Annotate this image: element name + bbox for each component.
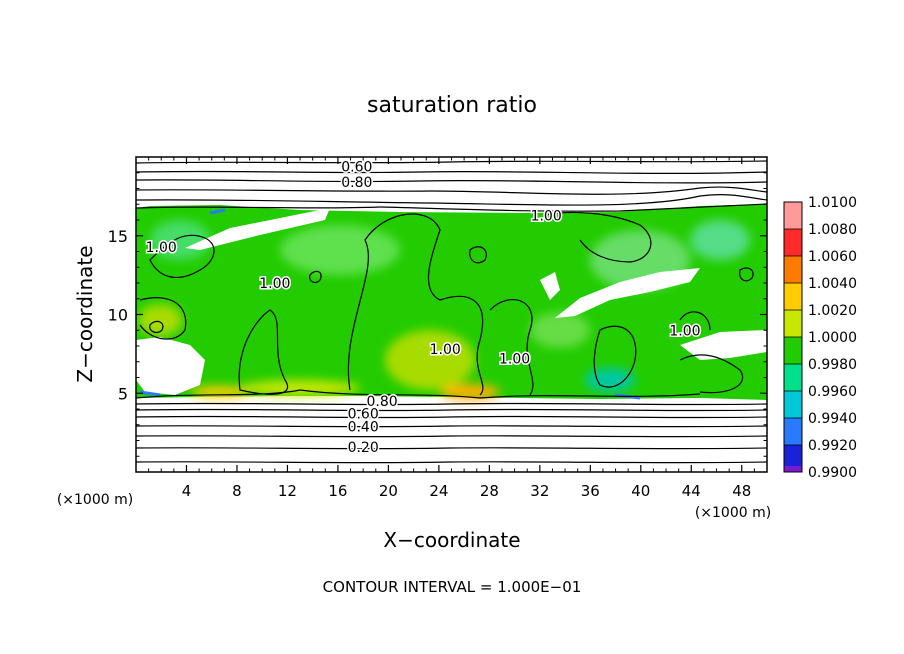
colorbar-label: 1.0000 bbox=[808, 330, 857, 346]
colorbar-label: 1.0060 bbox=[808, 249, 857, 265]
colorbar-swatch bbox=[784, 337, 802, 364]
colorbar-swatch bbox=[784, 445, 802, 472]
contour-label: 1.00 bbox=[259, 276, 290, 292]
colorbar-swatch bbox=[784, 364, 802, 391]
x-tick-label: 48 bbox=[732, 482, 751, 500]
chart-title: saturation ratio bbox=[367, 93, 537, 118]
plot-area bbox=[136, 157, 767, 472]
blue-edge-1 bbox=[139, 390, 161, 397]
x-tick-label: 32 bbox=[530, 482, 549, 500]
colorbar-swatch bbox=[784, 283, 802, 310]
colorbar-swatch bbox=[784, 391, 802, 418]
contour-label: 1.00 bbox=[669, 323, 700, 339]
colorbar-swatch bbox=[784, 256, 802, 283]
contour-label: 1.00 bbox=[499, 352, 530, 368]
y-axis: 5 10 15 bbox=[108, 172, 767, 457]
contour-interval-note: CONTOUR INTERVAL = 1.000E−01 bbox=[323, 578, 582, 596]
x-tick-label: 40 bbox=[631, 482, 650, 500]
dry-region-upper bbox=[185, 208, 330, 250]
contour-label: 1.00 bbox=[146, 240, 177, 256]
contour-label: 0.60 bbox=[341, 159, 372, 175]
colorbar-label: 0.9980 bbox=[808, 357, 857, 373]
colorbar-label: 0.9900 bbox=[808, 465, 857, 481]
contour-label: 1.00 bbox=[430, 342, 461, 358]
colorbar-swatch bbox=[784, 229, 802, 256]
colorbar-swatch bbox=[784, 202, 802, 229]
contour-label: 0.20 bbox=[348, 440, 379, 456]
dry-region-mid-right bbox=[555, 268, 700, 318]
dry-region-center bbox=[540, 272, 560, 300]
contour-label: 0.80 bbox=[341, 175, 372, 191]
colorbar-label: 1.0040 bbox=[808, 276, 857, 292]
contour-label: 0.80 bbox=[367, 394, 398, 410]
blue-edge-3 bbox=[209, 208, 226, 215]
x-tick-label: 20 bbox=[379, 482, 398, 500]
contour-label: 0.40 bbox=[348, 419, 379, 435]
x-unit-right: (×1000 m) bbox=[695, 505, 771, 521]
colorbar-label: 0.9920 bbox=[808, 438, 857, 454]
x-axis: 4 8 12 16 20 24 28 32 36 40 44 48 bbox=[148, 157, 755, 500]
y-tick-label: 10 bbox=[108, 306, 128, 325]
x-tick-label: 44 bbox=[682, 482, 701, 500]
x-tick-label: 16 bbox=[328, 482, 347, 500]
x-tick-label: 28 bbox=[480, 482, 499, 500]
colorbar-label: 0.9960 bbox=[808, 384, 857, 400]
contour-label: 0.60 bbox=[348, 407, 379, 423]
colorbar-label: 0.9940 bbox=[808, 411, 857, 427]
y-tick-label: 5 bbox=[118, 384, 128, 403]
colorbar-label: 1.0020 bbox=[808, 303, 857, 319]
colorbar: 1.0100 1.0080 1.0060 1.0040 1.0020 1.0000 0.99… bbox=[783, 195, 857, 481]
colorbar-label: 1.0080 bbox=[808, 222, 857, 238]
colorbar-swatch bbox=[784, 310, 802, 337]
x-tick-label: 4 bbox=[182, 482, 192, 500]
y-tick-label: 15 bbox=[108, 227, 128, 246]
dry-region-right bbox=[680, 330, 767, 360]
y-axis-label: Z−coordinate bbox=[73, 245, 97, 382]
x-tick-label: 8 bbox=[232, 482, 242, 500]
colorbar-swatch bbox=[784, 418, 802, 445]
x-tick-label: 24 bbox=[429, 482, 448, 500]
dry-region-left bbox=[136, 337, 205, 395]
x-tick-label: 12 bbox=[278, 482, 297, 500]
x-unit-left: (×1000 m) bbox=[57, 492, 133, 508]
x-axis-label: X−coordinate bbox=[383, 528, 520, 552]
colorbar-label: 1.0100 bbox=[808, 195, 857, 211]
contour-label: 1.00 bbox=[531, 208, 562, 224]
contour-labels: 0.600.801.001.001.001.001.001.000.800.60… bbox=[144, 158, 702, 457]
x-tick-label: 36 bbox=[581, 482, 600, 500]
colorbar-swatch-min bbox=[784, 466, 802, 472]
contour-lines bbox=[136, 160, 767, 464]
